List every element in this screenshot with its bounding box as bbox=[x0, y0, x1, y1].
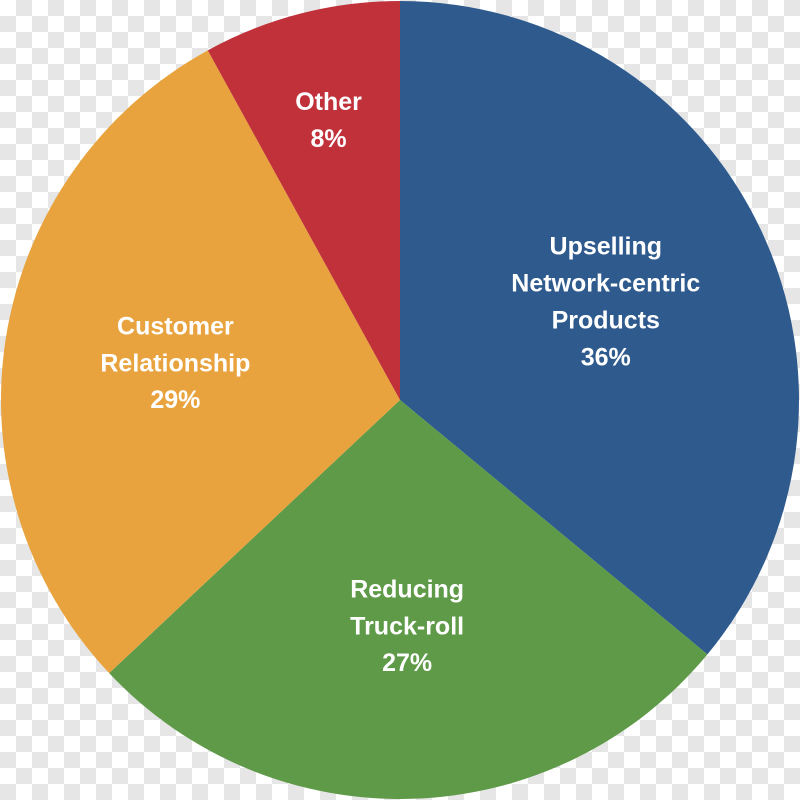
label-line: Truck-roll bbox=[350, 612, 464, 640]
slice-value-label: 29% bbox=[150, 386, 200, 414]
slice-label: Customer Relationship bbox=[100, 312, 250, 377]
slice-value-label: 8% bbox=[310, 125, 346, 153]
label-line: Products bbox=[552, 306, 660, 334]
label-line: Network-centric bbox=[511, 269, 700, 297]
slice-value-label: 27% bbox=[382, 649, 432, 677]
slice-label: Other bbox=[295, 88, 362, 116]
label-line: Reducing bbox=[350, 575, 464, 603]
slice-label: Upselling Network-centric Products bbox=[511, 232, 700, 334]
slice-label: Reducing Truck-roll bbox=[350, 575, 464, 640]
slice-value-label: 36% bbox=[581, 343, 631, 371]
label-line: Other bbox=[295, 88, 362, 116]
pie-slice bbox=[400, 1, 799, 655]
label-line: Relationship bbox=[100, 349, 250, 377]
label-line: Customer bbox=[117, 312, 234, 340]
label-line: Upselling bbox=[550, 232, 663, 260]
pie-slice bbox=[207, 0, 400, 400]
pie-slice bbox=[109, 400, 708, 799]
pie-slice bbox=[0, 50, 401, 674]
